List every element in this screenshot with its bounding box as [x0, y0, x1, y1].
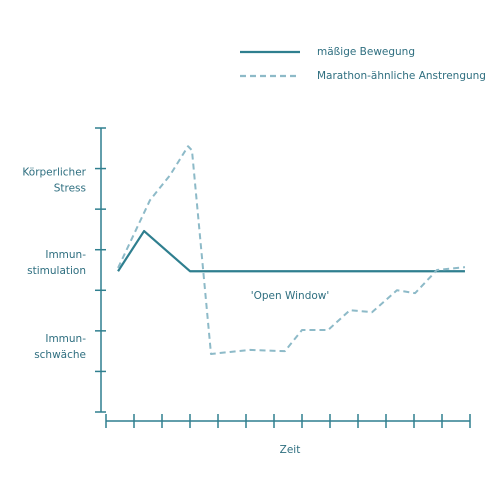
y-category-label: schwäche	[34, 349, 86, 361]
series-line	[117, 229, 465, 273]
y-category-label: Stress	[54, 183, 86, 195]
legend-label: Marathon-ähnliche Anstrengung	[317, 70, 486, 82]
series-line	[117, 145, 466, 355]
y-category-label: stimulation	[27, 265, 86, 277]
legend-label: mäßige Bewegung	[317, 46, 415, 58]
y-category-label: Körperlicher	[22, 167, 86, 179]
x-axis-label: Zeit	[280, 444, 301, 456]
annotation: 'Open Window'	[251, 290, 330, 302]
y-category-label: Immun-	[45, 249, 86, 261]
y-category-label: Immun-	[45, 333, 86, 345]
